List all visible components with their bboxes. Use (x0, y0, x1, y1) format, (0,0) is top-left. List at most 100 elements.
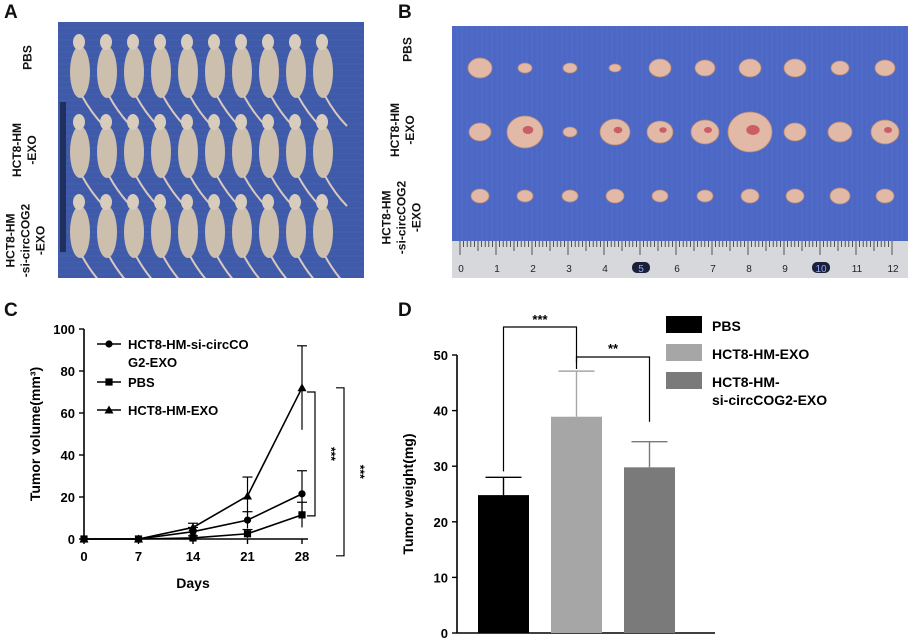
mouse (313, 194, 342, 278)
mouse-tail (135, 255, 153, 278)
data-point (243, 491, 252, 500)
mouse-head (262, 194, 274, 210)
legend-swatch (666, 344, 702, 361)
mouse (286, 114, 321, 207)
mouse-body (178, 126, 198, 178)
legend-label: HCT8-HM- (712, 374, 780, 390)
mouse-body (286, 46, 306, 98)
tumor (830, 60, 850, 76)
mouse-body (178, 46, 198, 98)
ruler-tick-label: 11 (852, 264, 863, 275)
data-point (243, 516, 252, 524)
bar (551, 416, 602, 633)
data-point (298, 490, 306, 498)
y-tick-label: 40 (61, 448, 75, 463)
tumor (696, 189, 714, 203)
mouse-head (316, 194, 328, 210)
y-tick-label: 0 (68, 532, 75, 547)
mouse (70, 194, 99, 278)
y-tick-label: 10 (434, 570, 448, 585)
tumor (783, 58, 807, 78)
panel-a-label-si-exo: HCT8-HM -si-circCOG2 -EXO (3, 203, 48, 278)
mouse (97, 194, 126, 278)
ruler-tick-label: 2 (530, 264, 536, 275)
mouse-head (154, 34, 166, 50)
panel-b-label-hm-exo: HCT8-HM -EXO (388, 103, 417, 157)
panel-letter-c: C (4, 300, 18, 321)
panel-b-label-si-exo: HCT8-HM -si-circCOG2 -EXO (379, 180, 424, 255)
tumor-vessel (522, 126, 534, 134)
legend-label: HCT8-HM-EXO (712, 346, 809, 362)
x-tick-label: 21 (240, 549, 254, 564)
mouse-body (70, 46, 90, 98)
mouse-head (235, 114, 247, 130)
mouse-tail (81, 255, 99, 278)
tumor (785, 188, 805, 204)
panel-b-label-pbs: PBS (400, 37, 415, 62)
tumor (646, 120, 674, 144)
legend-marker (105, 378, 113, 386)
x-tick-label: 14 (186, 549, 201, 564)
mouse-body (205, 206, 225, 258)
panel-letter-d: D (398, 300, 412, 321)
bar (624, 467, 675, 633)
x-tick-label: 7 (135, 549, 142, 564)
tumor (829, 187, 851, 205)
mouse-body (70, 206, 90, 258)
mouse-tail (324, 175, 348, 207)
data-point (79, 534, 89, 543)
mouse (259, 194, 288, 278)
mouse (151, 34, 186, 127)
ruler-tick-label: 10 (815, 264, 827, 275)
mouse (205, 34, 240, 127)
legend-swatch (666, 316, 702, 333)
y-tick-label: 80 (61, 364, 75, 379)
tumor (738, 58, 762, 78)
mouse-body (286, 126, 306, 178)
mouse-head (235, 194, 247, 210)
mouse-head (73, 194, 85, 210)
y-tick-label: 0 (441, 626, 448, 641)
ruler-tick-label: 1 (494, 264, 500, 275)
tumor (648, 58, 672, 78)
panel-a-mice-photo (58, 22, 364, 278)
mouse-head (127, 34, 139, 50)
ruler-tick-label: 8 (746, 264, 752, 275)
mouse (151, 194, 180, 278)
data-point (188, 522, 198, 531)
tumor (516, 189, 534, 203)
mouse-head (208, 114, 220, 130)
significance-label: *** (324, 447, 338, 461)
mouse-tail (297, 255, 315, 278)
y-tick-label: 30 (434, 459, 448, 474)
mouse (313, 114, 348, 207)
tumor (690, 119, 720, 145)
panel-a-label-pbs: PBS (20, 45, 35, 70)
ruler-highlight (812, 262, 830, 273)
tumor-vessel (704, 127, 712, 133)
tumor-vessel (613, 126, 623, 134)
ruler-tick-label: 3 (566, 264, 572, 275)
y-tick-label: 50 (434, 348, 448, 363)
mouse-head (289, 114, 301, 130)
data-point (297, 383, 307, 392)
significance-label: *** (353, 465, 367, 479)
panel-letter-a: A (4, 2, 18, 23)
y-tick-label: 60 (61, 406, 75, 421)
mouse (259, 34, 294, 127)
tumor (694, 59, 716, 77)
tumor (875, 188, 895, 204)
chart-c-tumor-volume: 0 20 40 60 80 100 0 7 14 21 28 Days Tumor volume(mm³… (27, 322, 367, 591)
ruler-tick-label: 0 (458, 264, 464, 275)
legend-marker (105, 340, 113, 348)
tumor (651, 189, 669, 203)
legend-marker (104, 405, 114, 414)
tumor (517, 62, 533, 74)
mouse (259, 114, 294, 207)
mouse-body (259, 126, 279, 178)
ruler-tick-label: 5 (638, 264, 644, 275)
mouse-head (262, 114, 274, 130)
mouse (313, 34, 348, 127)
mouse-tail (270, 255, 288, 278)
tumor (783, 122, 807, 142)
